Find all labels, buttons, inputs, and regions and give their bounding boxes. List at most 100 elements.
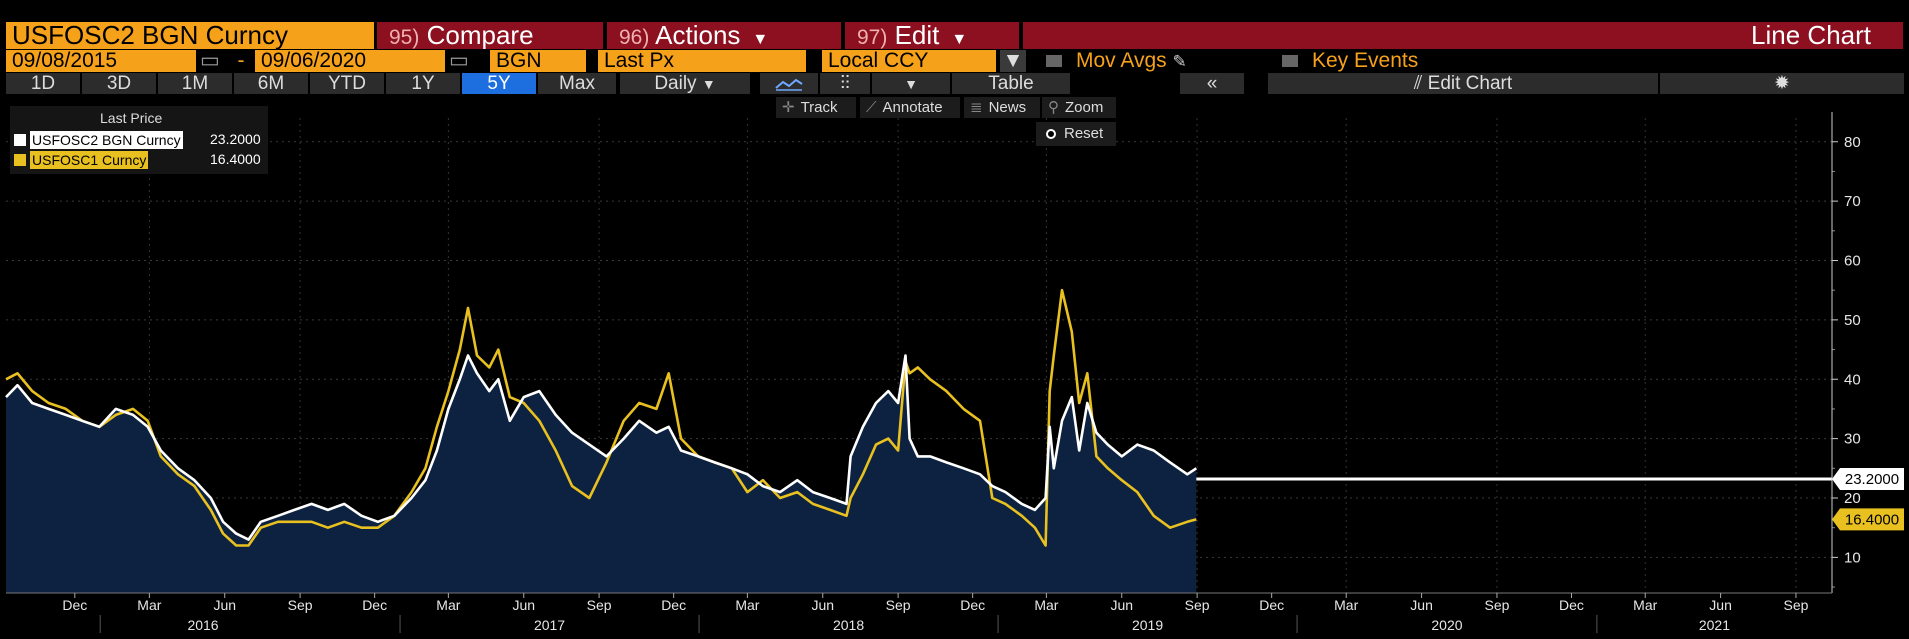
chart-type-dropdown[interactable]: ▼ [872, 73, 950, 94]
y-tick-label: 10 [1844, 549, 1861, 566]
year-label: 2018 [833, 617, 864, 633]
pencil-icon[interactable]: ✎ [1172, 52, 1187, 71]
last-value-labels: 23.2000 16.4000 [1832, 468, 1904, 531]
calendar-icon[interactable]: ▭ [200, 50, 220, 72]
y-tick-label: 80 [1844, 134, 1861, 151]
checkbox-icon [1046, 55, 1062, 68]
actions-number: 96) [619, 26, 650, 49]
period-tab-max[interactable]: Max [538, 73, 616, 94]
y-tick-label: 70 [1844, 193, 1861, 210]
x-tick-label: Sep [1783, 597, 1808, 613]
y-axis: 10 20 30 40 50 60 70 80 [1831, 112, 1861, 593]
legend-entry[interactable]: USFOSC2 BGN Curncy 23.2000 [14, 130, 261, 150]
key-events-label: Key Events [1312, 50, 1419, 72]
y-tick-label: 60 [1844, 253, 1861, 270]
currency-field[interactable]: Local CCY [822, 50, 996, 72]
edit-label: Edit [894, 22, 940, 49]
edit-chart-label: Edit Chart [1427, 73, 1513, 94]
compare-button[interactable]: 95) Compare [377, 22, 603, 49]
annotate-label: Annotate [882, 99, 943, 116]
track-tool[interactable]: ✛ Track [776, 97, 856, 118]
period-tab-6m[interactable]: 6M [234, 73, 308, 94]
edit-button[interactable]: 97) Edit ▼ [845, 22, 1019, 49]
x-tick-label: Mar [1034, 597, 1058, 613]
candlestick-icon[interactable]: ⫶⫶ [820, 73, 870, 94]
legend-swatch [14, 134, 26, 147]
period-tab-5y[interactable]: 5Y [462, 73, 536, 94]
x-tick-label: Dec [362, 597, 387, 613]
period-tab-1d[interactable]: 1D [6, 73, 80, 94]
y-tick-label: 30 [1844, 431, 1861, 448]
legend-last-value: 16.4000 [210, 151, 261, 167]
line-chart-icon[interactable] [760, 73, 818, 94]
news-label: News [988, 99, 1027, 116]
last-value-label-usfosc2: 23.2000 [1832, 468, 1904, 490]
range-dash: - [237, 50, 245, 72]
news-tool[interactable]: ≣ News [964, 97, 1040, 118]
y-tick-label: 40 [1844, 371, 1861, 388]
last-value-tag [1832, 468, 1904, 490]
table-button[interactable]: Table [952, 73, 1070, 94]
controls-bar: 09/08/2015 ▭ - 09/06/2020 ▭ BGN Last Px … [0, 50, 1909, 72]
x-tick-label: Dec [1559, 597, 1584, 613]
calendar-icon[interactable]: ▭ [449, 50, 469, 72]
chevron-down-icon: ▼ [752, 31, 769, 48]
series-line-usfosc2 [5, 354, 1198, 541]
period-tab-1m[interactable]: 1M [158, 73, 232, 94]
chevron-down-icon: ▼ [701, 76, 716, 92]
x-tick-label: Sep [1484, 597, 1509, 613]
chevron-down-icon[interactable]: ▼ [1000, 50, 1026, 72]
x-tick-label: Jun [1110, 597, 1133, 613]
x-tick-label: Jun [512, 597, 535, 613]
actions-button[interactable]: 96) Actions ▼ [607, 22, 841, 49]
annotate-tool[interactable]: ⟋ Annotate [860, 97, 960, 118]
x-tick-label: Sep [288, 597, 313, 613]
frequency-dropdown[interactable]: Daily ▼ [620, 73, 750, 94]
gear-icon[interactable]: ✹ [1660, 73, 1904, 94]
key-events-toggle[interactable]: Key Events [1282, 50, 1582, 72]
x-tick-label: Sep [587, 597, 612, 613]
series-lines [5, 288, 1832, 547]
x-tick-label: Jun [1410, 597, 1433, 613]
edit-chart-button[interactable]: ⫽ Edit Chart [1268, 73, 1658, 94]
zoom-tool[interactable]: ⚲ Zoom [1042, 97, 1116, 118]
x-tick-label: Sep [886, 597, 911, 613]
x-tick-label: Dec [1259, 597, 1284, 613]
price-field[interactable]: Last Px [598, 50, 806, 72]
legend-header: Last Price [100, 110, 163, 126]
series-line-usfosc1 [5, 288, 1197, 547]
legend-entry[interactable]: USFOSC1 Curncy 16.4000 [14, 150, 261, 170]
period-tab-1y[interactable]: 1Y [386, 73, 460, 94]
year-label: 2019 [1132, 617, 1163, 633]
ticker-field[interactable]: USFOSC2 BGN Curncy [6, 22, 374, 49]
zoom-label: Zoom [1065, 99, 1104, 116]
legend-swatch [14, 154, 26, 167]
last-value-text: 16.4000 [1845, 511, 1899, 528]
edit-number: 97) [857, 26, 888, 49]
annotate-icon: ⟋ [866, 99, 877, 116]
legend-last-value: 23.2000 [210, 131, 261, 147]
y-tick-label: 50 [1844, 312, 1861, 329]
collapse-button[interactable]: « [1180, 73, 1244, 94]
edit-chart-icon: ⫽ [1413, 73, 1423, 94]
reset-button[interactable]: Reset [1036, 122, 1116, 146]
chevron-down-icon: ▼ [904, 76, 918, 92]
x-tick-label: Sep [1185, 597, 1210, 613]
x-tick-label: Dec [960, 597, 985, 613]
period-bar: 1D 3D 1M 6M YTD 1Y 5Y Max Daily ▼ ⫶⫶ ▼ T… [0, 73, 1909, 94]
period-tab-ytd[interactable]: YTD [310, 73, 384, 94]
y-tick-label: 20 [1844, 490, 1861, 507]
end-date-input[interactable]: 09/06/2020 [255, 50, 445, 72]
x-tick-label: Mar [735, 597, 759, 613]
news-icon: ≣ [970, 99, 983, 116]
frequency-label: Daily [654, 73, 697, 94]
x-tick-label: Jun [213, 597, 236, 613]
x-tick-label: Dec [661, 597, 686, 613]
mov-avgs-label: Mov Avgs [1076, 50, 1167, 72]
period-tab-3d[interactable]: 3D [82, 73, 156, 94]
legend-series-name: USFOSC2 BGN Curncy [30, 131, 183, 150]
mov-avgs-toggle[interactable]: Mov Avgs ✎ [1046, 50, 1286, 72]
legend: Last Price USFOSC2 BGN Curncy 23.2000 US… [10, 106, 268, 174]
source-field[interactable]: BGN [490, 50, 586, 72]
start-date-input[interactable]: 09/08/2015 [6, 50, 196, 72]
